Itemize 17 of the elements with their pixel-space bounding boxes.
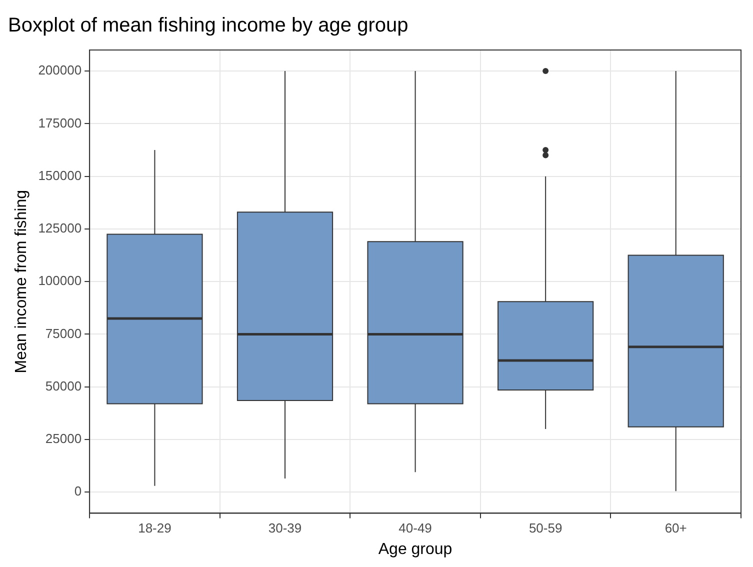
x-tick-label: 18-29	[138, 520, 172, 536]
y-tick-label: 175000	[38, 115, 82, 130]
y-tick-label: 125000	[38, 220, 82, 236]
x-tick-label: 50-59	[528, 520, 562, 536]
y-tick-label: 200000	[38, 62, 82, 78]
x-tick-label: 40-49	[398, 520, 432, 536]
y-tick-label: 0	[74, 484, 82, 499]
x-axis-title: Age group	[378, 540, 452, 558]
y-tick-label: 150000	[38, 168, 82, 183]
x-tick-label: 60+	[664, 520, 687, 536]
y-tick-label: 100000	[38, 273, 82, 288]
y-tick-label: 75000	[45, 326, 82, 341]
y-tick-label: 25000	[45, 431, 82, 446]
y-tick-label: 50000	[45, 378, 82, 394]
chart-title: Boxplot of mean fishing income by age group	[8, 14, 408, 37]
x-tick-label: 30-39	[268, 520, 302, 536]
y-axis-title: Mean income from fishing	[13, 190, 30, 374]
